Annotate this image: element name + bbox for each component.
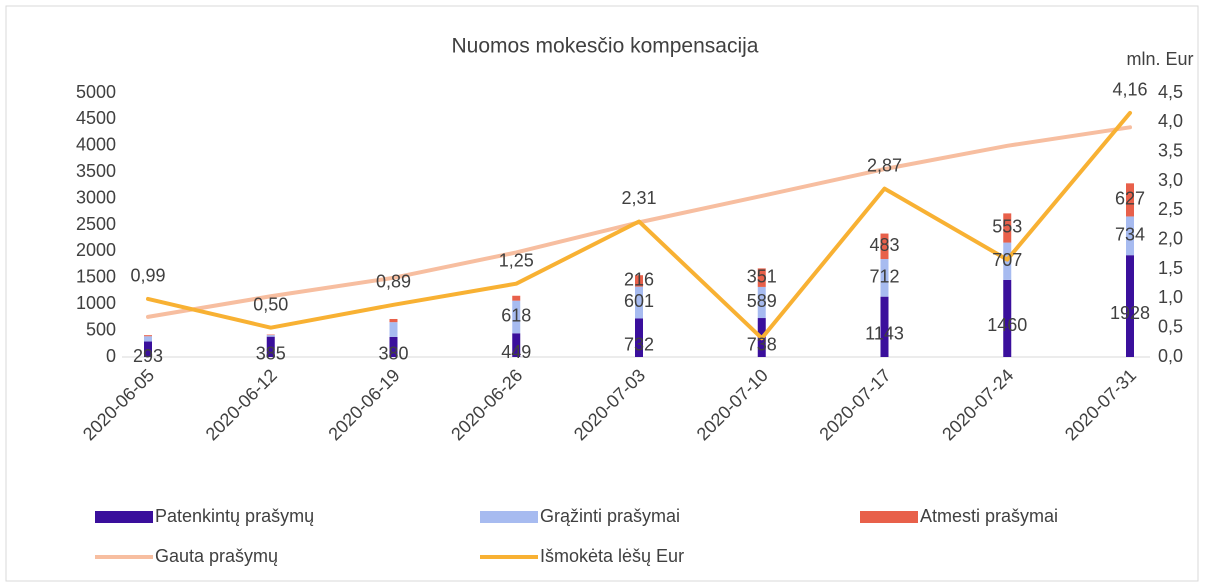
data-label: 738 — [747, 334, 777, 354]
legend-swatch — [95, 511, 153, 523]
data-label: 380 — [378, 344, 408, 364]
bar-segment — [1126, 216, 1134, 256]
bar-segment — [635, 275, 643, 287]
data-label: 618 — [501, 306, 531, 326]
data-label: 2,31 — [621, 188, 656, 208]
data-label: 1460 — [987, 315, 1027, 335]
data-label: 712 — [869, 267, 899, 287]
legend-label: Atmesti prašymai — [920, 506, 1058, 526]
y-tick-label: 0 — [106, 346, 116, 366]
data-label: 293 — [133, 346, 163, 366]
data-label: 589 — [747, 291, 777, 311]
data-label: 1143 — [865, 324, 904, 344]
y2-tick-label: 1,5 — [1158, 258, 1183, 278]
bar-segment — [880, 233, 889, 260]
bar-segment — [144, 341, 152, 357]
bar-segment — [266, 335, 275, 337]
y2-tick-label: 3,0 — [1158, 170, 1183, 190]
y-tick-label: 1500 — [76, 267, 116, 287]
legend-label: Patenkintų prašymų — [155, 506, 314, 526]
bar-segment — [389, 336, 398, 357]
data-label: 734 — [1115, 225, 1145, 245]
bar-segment — [635, 286, 643, 319]
y2-tick-label: 1,0 — [1158, 287, 1183, 307]
data-label: 0,89 — [376, 272, 411, 292]
bar-segment — [635, 318, 643, 357]
bar-segment — [144, 335, 152, 337]
y-tick-label: 2000 — [76, 240, 116, 260]
y-tick-label: 1000 — [76, 293, 116, 313]
bar-segment — [512, 333, 521, 357]
y2-tick-label: 2,0 — [1158, 228, 1183, 248]
data-label: 627 — [1115, 189, 1145, 209]
data-label: 732 — [624, 334, 654, 354]
legend-label: Gauta prašymų — [155, 546, 278, 566]
bar-segment — [266, 334, 275, 336]
y2-tick-label: 0,5 — [1158, 316, 1183, 336]
data-label: 1,25 — [499, 250, 534, 270]
y2-tick-label: 0,0 — [1158, 346, 1183, 366]
data-label: 4,16 — [1112, 80, 1147, 100]
y-tick-label: 2500 — [76, 214, 116, 234]
legend-label: Grąžinti prašymai — [540, 506, 680, 526]
bar-segment — [880, 259, 889, 297]
y2-tick-label: 4,0 — [1158, 111, 1183, 131]
data-label: 351 — [747, 266, 777, 286]
y2-tick-label: 4,5 — [1158, 82, 1183, 102]
bar-segment — [512, 300, 521, 334]
y-tick-label: 5000 — [76, 82, 116, 102]
data-label: 601 — [624, 291, 654, 311]
y-tick-label: 4500 — [76, 108, 116, 128]
data-label: 483 — [869, 235, 899, 255]
legend-swatch — [480, 511, 538, 523]
y-tick-label: 4000 — [76, 135, 116, 155]
bar-segment — [880, 296, 889, 357]
line-series — [146, 110, 1132, 341]
bar-segment — [512, 295, 521, 301]
y2-axis-label: mln. Eur — [1126, 49, 1193, 69]
chart-title: Nuomos mokesčio kompensacija — [452, 35, 759, 58]
bar-segment — [266, 336, 275, 357]
data-label: 0,50 — [253, 294, 288, 314]
bar-segment — [389, 318, 398, 323]
bar-segment — [144, 336, 152, 342]
bar-segment — [1126, 183, 1134, 217]
bar-segment — [757, 286, 766, 319]
y-tick-label: 500 — [86, 319, 116, 339]
legend-label: Išmokėta lėšų Eur — [540, 546, 684, 566]
bar-segment — [389, 322, 398, 337]
data-label: 553 — [992, 217, 1022, 237]
bar-segment — [1003, 279, 1012, 357]
y2-tick-label: 2,5 — [1158, 199, 1183, 219]
data-label: 449 — [501, 342, 531, 362]
data-label: 385 — [256, 344, 286, 364]
data-label: 1928 — [1110, 303, 1150, 323]
data-label: 2,87 — [867, 155, 902, 175]
data-label: 707 — [992, 250, 1022, 270]
data-label: 216 — [624, 270, 654, 290]
bar-segment — [1003, 213, 1012, 243]
data-label: 0,99 — [130, 266, 165, 286]
chart-border — [5, 5, 1199, 582]
bar-segment — [1126, 255, 1134, 357]
legend-swatch — [860, 511, 918, 523]
y-tick-label: 3500 — [76, 161, 116, 181]
y-tick-label: 3000 — [76, 187, 116, 207]
bar-segment — [757, 268, 766, 287]
y2-tick-label: 3,5 — [1158, 140, 1183, 160]
